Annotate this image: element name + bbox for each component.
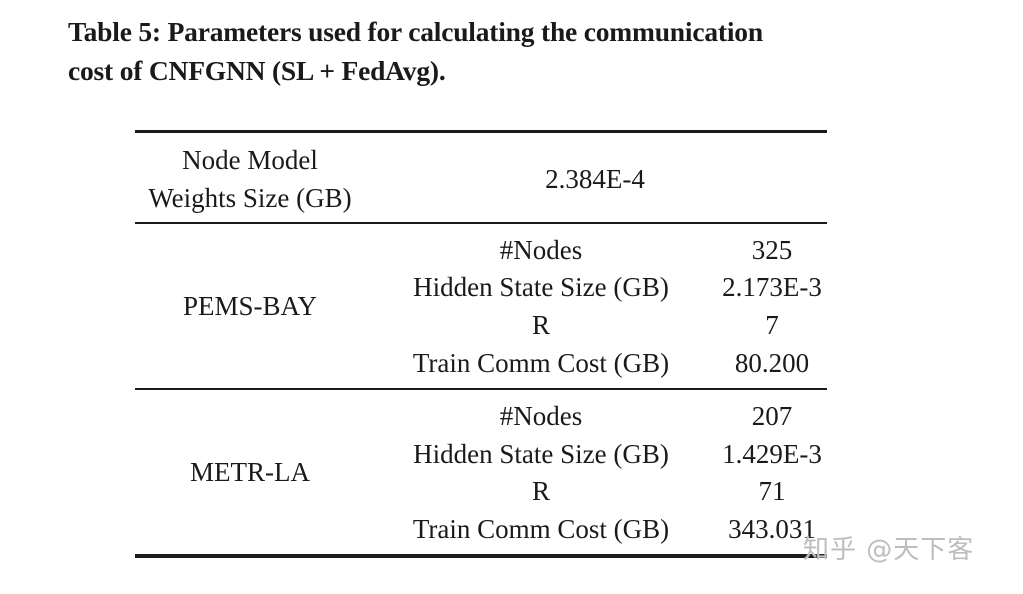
- param-label: R: [531, 310, 550, 340]
- param-value: 2.173E-3: [722, 272, 822, 302]
- param-value: 71: [758, 476, 786, 506]
- caption-line-2: cost of CNFGNN (SL + FedAvg).: [68, 55, 446, 86]
- table-mid-rule-1: [135, 222, 827, 224]
- weights-size-label-line-1: Node Model: [182, 145, 318, 175]
- param-label: Train Comm Cost (GB): [412, 514, 670, 544]
- table-caption: Table 5: Parameters used for calculating…: [68, 12, 948, 90]
- table-mid-rule-2: [135, 388, 827, 390]
- watermark-text: 知乎 @天下客: [803, 535, 975, 565]
- dataset-name: PEMS-BAY: [182, 291, 318, 321]
- param-value: 80.200: [734, 348, 810, 378]
- weights-size-label-line-2: Weights Size (GB): [148, 183, 352, 213]
- param-value: 325: [751, 235, 793, 265]
- param-label: #Nodes: [499, 401, 583, 431]
- param-label: Train Comm Cost (GB): [412, 348, 670, 378]
- dataset-name: METR-LA: [190, 457, 310, 487]
- param-label: Hidden State Size (GB): [413, 439, 669, 469]
- param-value: 343.031: [728, 514, 816, 544]
- param-label: #Nodes: [499, 235, 583, 265]
- param-label: Hidden State Size (GB): [413, 272, 669, 302]
- table-top-rule: [135, 130, 827, 133]
- table-bottom-rule: [135, 554, 827, 558]
- param-value: 1.429E-3: [722, 439, 822, 469]
- param-value: 7: [765, 310, 779, 340]
- param-label: R: [531, 476, 550, 506]
- weights-size-value: 2.384E-4: [545, 164, 645, 194]
- param-value: 207: [751, 401, 793, 431]
- caption-line-1: Table 5: Parameters used for calculating…: [68, 16, 763, 47]
